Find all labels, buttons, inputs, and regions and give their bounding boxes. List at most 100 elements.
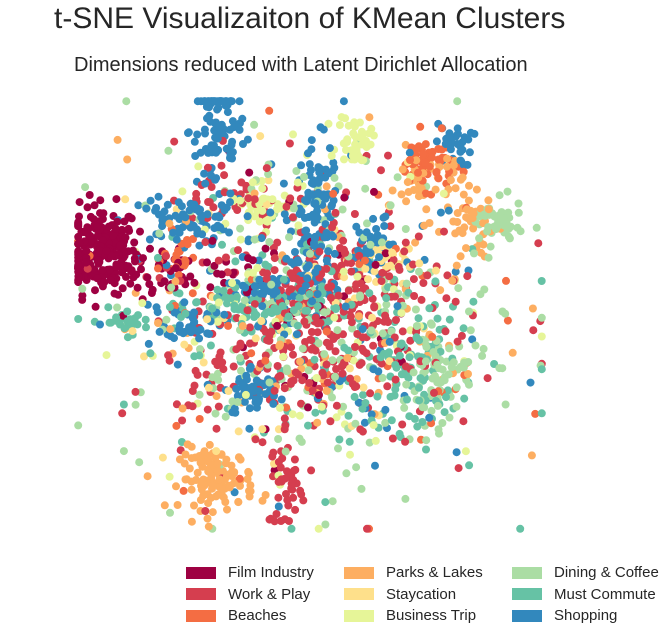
data-point [329, 335, 338, 343]
data-point [318, 368, 327, 377]
data-point [122, 97, 131, 106]
data-point [165, 303, 174, 311]
data-point [162, 315, 171, 324]
data-point [371, 436, 380, 445]
data-point [476, 212, 484, 221]
legend-label: Must Commute [554, 585, 656, 603]
data-point [256, 132, 265, 141]
data-point [170, 308, 179, 317]
data-point [200, 447, 209, 456]
data-point [427, 153, 436, 162]
data-point [214, 402, 223, 411]
data-point [402, 380, 411, 389]
data-point [203, 405, 212, 414]
data-point [339, 97, 348, 106]
data-point [192, 225, 201, 234]
data-point [223, 470, 232, 479]
data-point [350, 383, 359, 391]
data-point [195, 334, 204, 343]
data-point [145, 280, 154, 289]
data-point [75, 239, 84, 248]
data-point [412, 156, 421, 165]
data-point [378, 268, 387, 277]
data-point [356, 291, 364, 300]
data-point [331, 372, 339, 381]
data-point [250, 120, 259, 129]
data-point [311, 268, 320, 277]
data-point [445, 344, 454, 353]
data-point [218, 240, 226, 249]
data-point [120, 324, 129, 333]
data-point [105, 265, 114, 274]
data-point [430, 388, 438, 397]
data-point [508, 348, 517, 357]
data-point [261, 491, 270, 499]
data-point [288, 485, 297, 494]
data-point [241, 390, 250, 399]
data-point [454, 464, 463, 473]
data-point [361, 256, 369, 265]
data-point [404, 188, 413, 196]
data-point [464, 358, 473, 366]
data-point [289, 213, 297, 222]
data-point [464, 196, 473, 205]
data-point [451, 297, 460, 306]
data-point [118, 409, 127, 418]
data-point [385, 272, 394, 281]
data-point [118, 268, 127, 277]
data-point [341, 248, 349, 257]
data-point [135, 458, 144, 467]
data-point [106, 318, 115, 327]
legend-label: Shopping [554, 607, 618, 625]
data-point [324, 283, 333, 292]
data-point [355, 118, 364, 127]
data-point [250, 235, 259, 244]
data-point [483, 227, 492, 236]
data-point [304, 421, 312, 430]
data-point [506, 222, 515, 231]
data-point [165, 472, 174, 481]
data-point [205, 103, 213, 112]
data-point [330, 163, 339, 172]
data-point [89, 215, 98, 224]
data-point [431, 266, 440, 275]
data-point [264, 176, 273, 185]
data-point [98, 282, 107, 291]
legend-label: Dining & Coffee [554, 564, 659, 582]
data-point [297, 161, 306, 170]
data-point [257, 317, 266, 325]
data-point [265, 378, 274, 387]
data-point [286, 379, 295, 388]
data-point [190, 501, 198, 510]
data-point [192, 189, 201, 198]
data-point [91, 302, 100, 311]
data-point [146, 244, 154, 253]
legend-item-shopping: Shopping [512, 605, 662, 627]
data-point [127, 267, 136, 276]
data-point [477, 248, 486, 257]
data-point [465, 380, 473, 389]
data-point [304, 403, 312, 412]
data-point [501, 400, 510, 409]
data-point [186, 272, 195, 281]
data-point [191, 152, 200, 160]
data-point [237, 366, 245, 375]
data-point [235, 474, 244, 483]
data-point [244, 254, 253, 263]
data-point [181, 213, 190, 222]
legend-swatch [186, 609, 216, 622]
data-point [173, 360, 182, 369]
data-point [320, 308, 329, 317]
data-point [171, 264, 180, 273]
data-point [239, 140, 247, 148]
data-point [270, 517, 279, 526]
data-point [442, 393, 450, 402]
data-point [465, 181, 473, 190]
data-point [368, 313, 377, 322]
data-point [359, 391, 367, 399]
data-point [279, 179, 288, 188]
data-point [505, 234, 514, 243]
data-point [331, 208, 340, 217]
data-point [250, 195, 259, 204]
data-point [232, 384, 241, 393]
